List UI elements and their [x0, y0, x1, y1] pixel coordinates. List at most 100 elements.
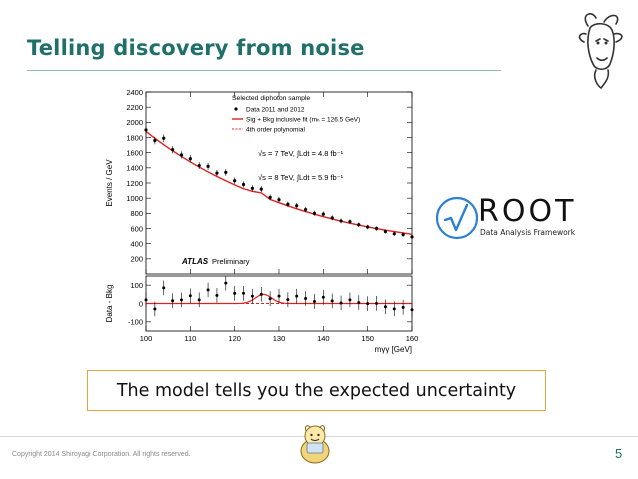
data-point [233, 179, 237, 183]
residual-point [348, 298, 352, 302]
residual-point [375, 301, 379, 305]
residual-point [144, 298, 148, 302]
y-tick-label: 200 [130, 255, 143, 264]
data-point [224, 170, 228, 174]
x-tick-label: 100 [140, 334, 153, 343]
residual-point [357, 301, 361, 305]
residual-point [215, 293, 219, 297]
x-axis-title: mγγ [GeV] [375, 345, 412, 354]
data-point [241, 182, 246, 187]
upper-y-axis-title: Events / GeV [105, 159, 114, 207]
copyright-text: Copyright 2014 Shiroyagi Corporation. Al… [12, 451, 191, 458]
residual-point [179, 298, 183, 302]
data-point [197, 163, 201, 168]
legend-entry-poly: 4th order polynomial [246, 127, 305, 134]
y-tick-label: 400 [130, 239, 143, 248]
residual-point [206, 288, 210, 292]
data-point [304, 207, 308, 212]
callout-box: The model tells you the expected uncerta… [87, 370, 546, 411]
residual-point [171, 299, 175, 303]
root-logo: ROOT Data Analysis Framework [436, 196, 576, 242]
data-point [215, 171, 219, 175]
y-tick-label: 1200 [126, 179, 143, 188]
data-point [339, 219, 343, 223]
data-point [144, 128, 148, 132]
residual-point [392, 307, 396, 311]
lumi-7tev: √s = 7 TeV, ∫Ldt = 4.8 fb⁻¹ [258, 149, 344, 158]
y-tick-label: 0 [139, 299, 143, 308]
legend-entry-fit: Sig + Bkg inclusive fit (mₕ = 126.5 GeV) [246, 117, 360, 124]
residual-point [153, 307, 157, 311]
data-point [250, 186, 254, 190]
data-point [153, 138, 157, 143]
residual-point [268, 297, 272, 301]
x-tick-label: 130 [273, 334, 286, 343]
residual-point [304, 297, 308, 301]
goat-logo-icon [578, 13, 623, 89]
legend-marker-data [234, 107, 238, 111]
residual-point [383, 305, 387, 309]
data-point [259, 187, 263, 191]
data-point [312, 211, 317, 215]
legend-entry-data: Data 2011 and 2012 [246, 107, 305, 114]
data-point [268, 195, 272, 200]
residual-point [339, 301, 343, 305]
data-point [179, 153, 184, 157]
atlas-label: ATLAS [181, 257, 209, 266]
data-point [330, 216, 334, 220]
root-checkmark-icon [436, 196, 478, 240]
y-tick-label: 1600 [126, 148, 143, 157]
y-tick-label: -100 [128, 318, 143, 327]
residual-point [233, 291, 237, 295]
x-tick-label: 110 [184, 334, 196, 343]
y-tick-label: 800 [130, 209, 143, 218]
callout-text: The model tells you the expected uncerta… [116, 380, 517, 401]
residual-point [312, 299, 316, 303]
data-point [295, 204, 299, 208]
y-tick-label: 2200 [126, 103, 143, 112]
residual-point [162, 286, 166, 290]
residual-point [286, 298, 290, 302]
data-point [206, 164, 210, 168]
y-tick-label: 1400 [126, 164, 143, 173]
x-tick-label: 150 [361, 334, 374, 343]
residual-point [401, 305, 405, 309]
root-subtitle: Data Analysis Framework [480, 228, 576, 237]
residual-point [277, 294, 281, 298]
residual-point [197, 298, 201, 302]
atlas-status: Preliminary [212, 257, 250, 266]
residual-point [242, 291, 246, 295]
data-point [410, 235, 414, 239]
lumi-8tev: √s = 8 TeV, ∫Ldt = 5.9 fb⁻¹ [258, 173, 344, 182]
data-point [383, 229, 387, 234]
data-point [348, 220, 352, 224]
residual-point [321, 295, 325, 299]
y-tick-label: 2400 [126, 88, 143, 97]
page-number: 5 [615, 446, 623, 461]
plot-labels: 2004006008001000120014001600180020002200… [105, 88, 418, 354]
x-tick-label: 160 [406, 334, 419, 343]
lower-panel [144, 275, 414, 332]
data-point [321, 212, 325, 216]
data-point [188, 157, 192, 161]
root-wordmark: ROOT [478, 194, 577, 229]
y-tick-label: 2000 [126, 118, 143, 127]
residual-point [188, 294, 192, 298]
y-tick-label: 600 [130, 224, 143, 233]
data-point [357, 223, 361, 227]
slide-title: Telling discovery from noise [27, 36, 365, 60]
data-point [366, 225, 370, 229]
legend-header: Selected diphoton sample [232, 95, 310, 102]
title-divider [27, 70, 501, 71]
data-point [162, 136, 166, 140]
residual-point [330, 299, 334, 303]
data-point [374, 226, 379, 231]
mascot-icon [300, 425, 330, 464]
x-tick-label: 140 [317, 334, 330, 343]
data-point [401, 232, 405, 237]
data-point [171, 148, 175, 152]
residual-point [366, 302, 370, 306]
y-tick-label: 1800 [126, 133, 143, 142]
y-tick-label: 1000 [126, 194, 143, 203]
x-tick-label: 120 [228, 334, 241, 343]
